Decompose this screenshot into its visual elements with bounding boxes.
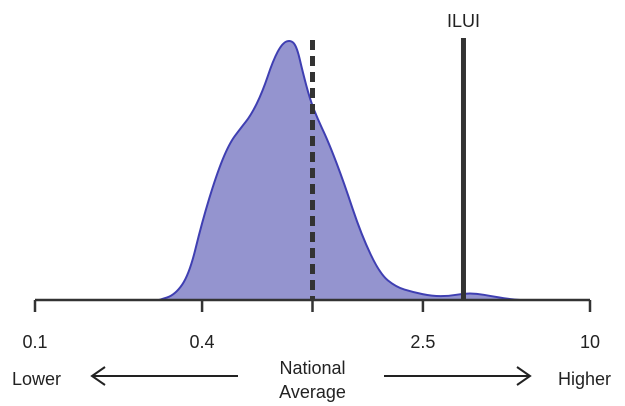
x-axis-ticks: 0.1 0.4 2.5 10 bbox=[22, 300, 600, 352]
average-label: Average bbox=[279, 382, 346, 402]
x-tick-label: 10 bbox=[580, 332, 600, 352]
left-arrow-icon bbox=[90, 366, 238, 386]
lower-label: Lower bbox=[12, 369, 61, 389]
national-label: National bbox=[279, 358, 345, 378]
ilui-label: ILUI bbox=[447, 11, 480, 31]
higher-label: Higher bbox=[558, 369, 611, 389]
x-tick-label: 2.5 bbox=[410, 332, 435, 352]
right-arrow-icon bbox=[384, 366, 532, 386]
density-area bbox=[158, 39, 521, 301]
x-tick-label: 0.4 bbox=[190, 332, 215, 352]
x-tick-label: 0.1 bbox=[22, 332, 47, 352]
